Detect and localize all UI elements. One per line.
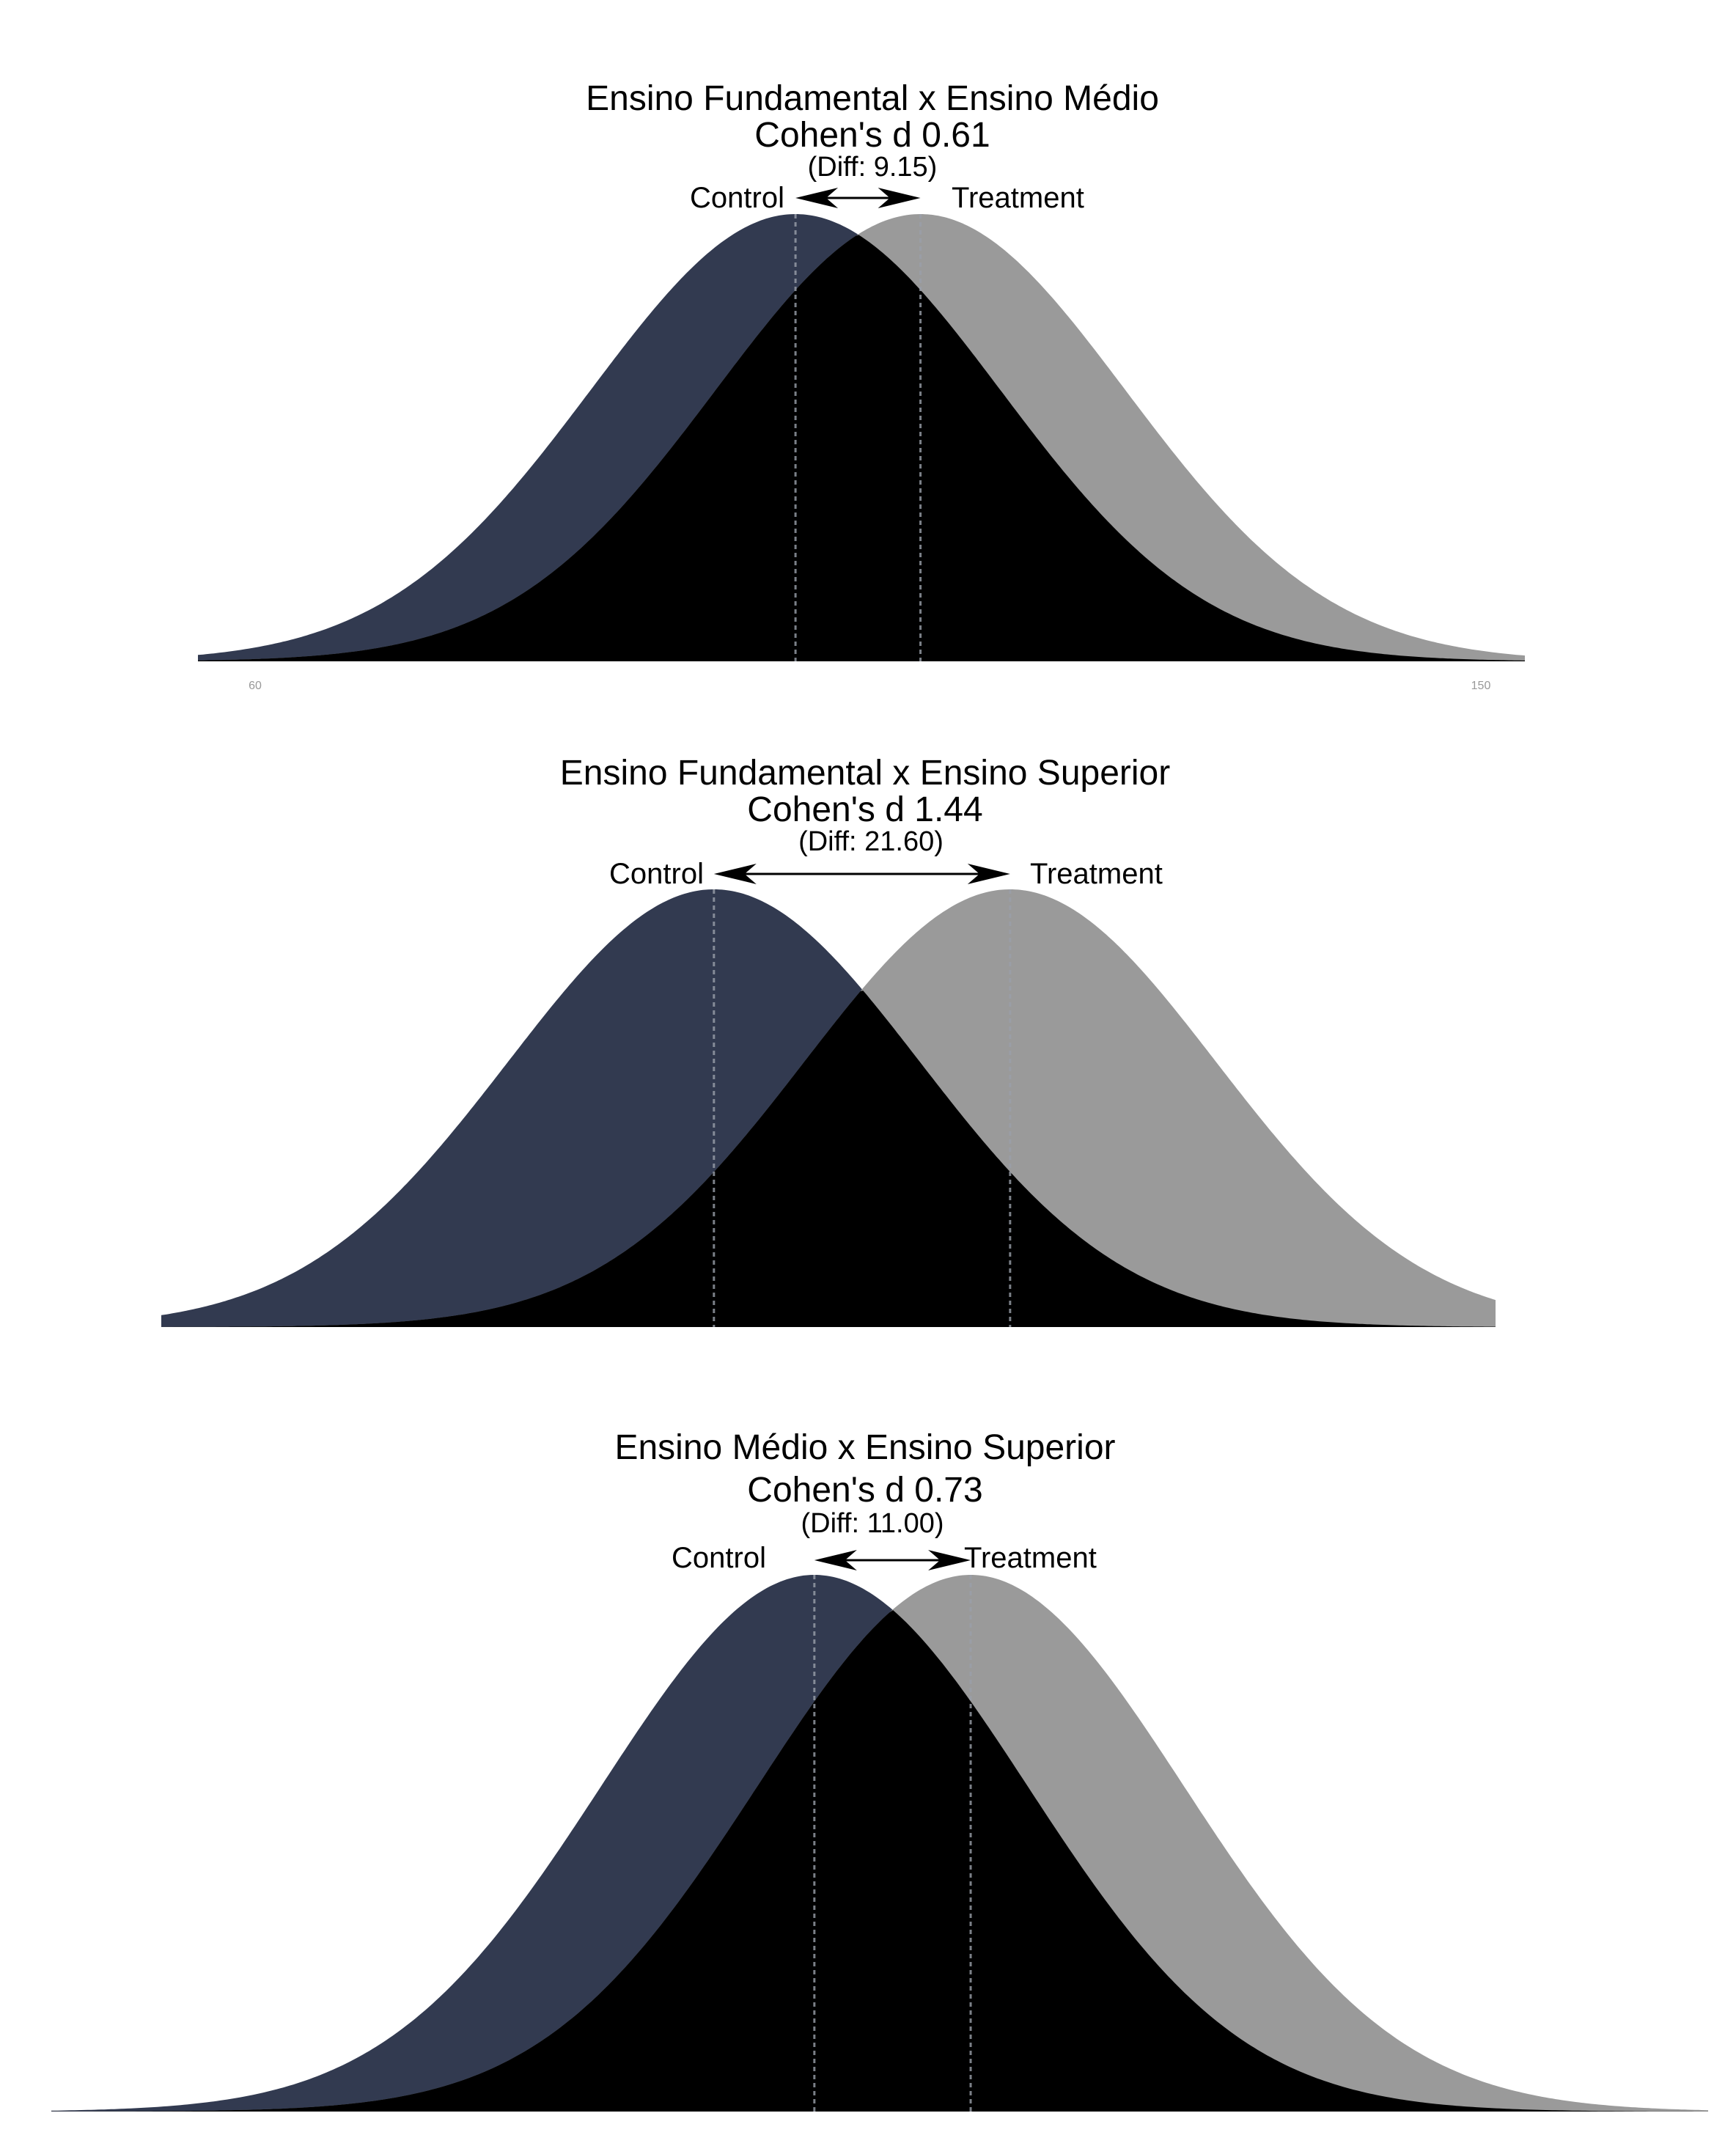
control-label: Control (609, 858, 704, 890)
chart-panel-3: Ensino Médio x Ensino Superior Cohen's d… (51, 1428, 1708, 2112)
treatment-label: Treatment (952, 182, 1084, 214)
chart-subtitle: Cohen's d 0.61 (754, 116, 990, 155)
chart-subtitle: Cohen's d 0.73 (747, 1471, 982, 1510)
diff-arrowhead-left (795, 188, 839, 208)
x-tick-label: 150 (1471, 680, 1491, 692)
diff-arrowhead-right (928, 1550, 971, 1570)
chart-panel-2: Ensino Fundamental x Ensino Superior Coh… (161, 754, 1496, 1327)
overlap-region (161, 991, 1496, 1327)
diff-arrowhead-right (967, 864, 1010, 884)
overlap-region (51, 1610, 1708, 2112)
diff-arrowhead-left (713, 864, 757, 884)
diff-label: (Diff: 11.00) (801, 1508, 944, 1539)
diff-label: (Diff: 21.60) (798, 826, 944, 857)
chart-title: Ensino Médio x Ensino Superior (614, 1428, 1115, 1467)
overlap-region (198, 235, 1525, 661)
control-label: Control (690, 182, 784, 214)
treatment-label: Treatment (964, 1542, 1097, 1574)
chart-panel-1: Ensino Fundamental x Ensino Médio Cohen'… (198, 79, 1525, 692)
control-label: Control (672, 1542, 766, 1574)
x-tick-label: 60 (249, 680, 262, 692)
diff-arrowhead-right (878, 188, 921, 208)
treatment-label: Treatment (1030, 858, 1163, 890)
chart-title: Ensino Fundamental x Ensino Médio (586, 79, 1159, 118)
diff-label: (Diff: 9.15) (808, 152, 938, 183)
diff-arrowhead-left (814, 1550, 857, 1570)
chart-title: Ensino Fundamental x Ensino Superior (560, 754, 1170, 793)
chart-subtitle: Cohen's d 1.44 (747, 790, 982, 829)
